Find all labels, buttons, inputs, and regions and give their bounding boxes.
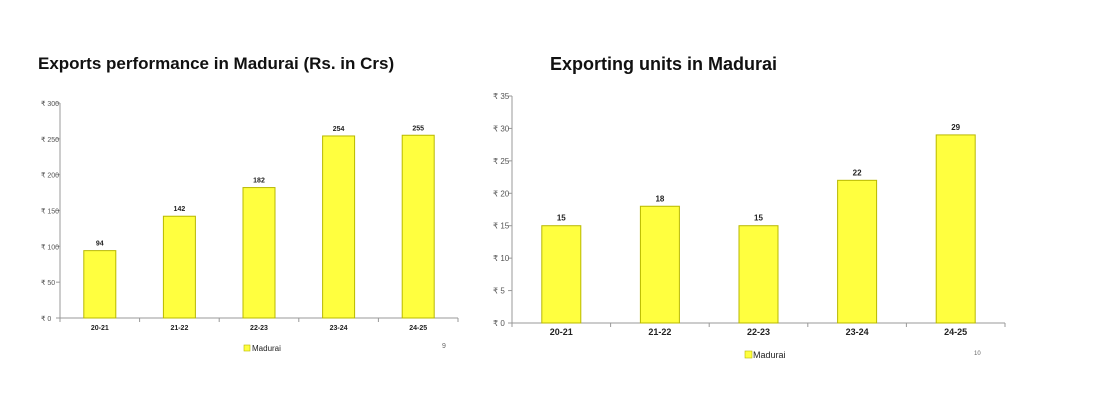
data-label-20-21: 94 (96, 241, 104, 248)
chart-title: Exporting units in Madurai (550, 54, 777, 74)
data-label-21-22: 142 (174, 206, 186, 213)
y-tick-label: ₹ 20 (493, 189, 510, 198)
y-axis-ticks: ₹ 0 ₹ 50 ₹ 100 ₹ 150 ₹ 200 ₹ 250 ₹ 300 (41, 100, 60, 323)
bar-21-22 (162, 215, 196, 319)
bar-24-25 (401, 134, 435, 319)
bar-21-22 (639, 205, 680, 324)
data-label-22-23: 15 (754, 214, 763, 223)
data-labels: 15 18 15 22 29 (557, 123, 961, 223)
bar-series-madurai (83, 134, 435, 319)
chart-title: Exports performance in Madurai (Rs. in C… (38, 54, 394, 73)
data-label-23-24: 22 (853, 168, 862, 177)
data-label-22-23: 182 (253, 178, 265, 185)
x-axis-ticks: 20-21 21-22 22-23 23-24 24-25 (511, 323, 1006, 337)
y-tick-label: ₹ 200 (41, 172, 59, 180)
chart-exporting-units: Exporting units in Madurai ₹ 0 ₹ 5 ₹ 10 ₹ 1… (493, 54, 1006, 360)
bar-20-21 (541, 225, 582, 324)
y-tick-label: ₹ 100 (41, 243, 59, 251)
bar-24-25 (935, 134, 976, 324)
y-tick-label: ₹ 50 (41, 279, 55, 287)
y-tick-label: ₹ 5 (493, 287, 505, 296)
x-tick-label-23-24: 23-24 (846, 327, 869, 337)
bar-22-23 (738, 225, 779, 324)
legend-swatch (243, 344, 251, 352)
legend-label: Madurai (753, 350, 786, 360)
y-tick-label: ₹ 35 (493, 92, 510, 101)
bar-series-madurai (541, 134, 976, 324)
data-label-24-25: 29 (951, 123, 960, 132)
page-number: 10 (974, 351, 981, 357)
x-tick-label-21-22: 21-22 (648, 327, 671, 337)
x-tick-label-21-22: 21-22 (170, 325, 188, 332)
y-tick-label: ₹ 0 (41, 315, 51, 323)
page-number: 9 (442, 343, 446, 350)
y-tick-label: ₹ 150 (41, 208, 59, 216)
legend: Madurai (243, 344, 281, 353)
x-tick-label-24-25: 24-25 (944, 327, 967, 337)
data-labels: 94 142 182 254 255 (96, 125, 424, 247)
chart-exports-performance: Exports performance in Madurai (Rs. in C… (38, 54, 459, 353)
y-tick-label: ₹ 250 (41, 136, 59, 144)
legend-label: Madurai (252, 344, 281, 353)
legend-swatch (744, 350, 753, 359)
bar-22-23 (242, 187, 276, 319)
y-tick-label: ₹ 25 (493, 157, 510, 166)
y-tick-label: ₹ 10 (493, 254, 510, 263)
legend: Madurai (744, 350, 786, 360)
bar-23-24 (322, 135, 356, 319)
data-label-20-21: 15 (557, 214, 566, 223)
x-tick-label-20-21: 20-21 (91, 325, 109, 332)
x-tick-label-24-25: 24-25 (409, 325, 427, 332)
x-tick-label-20-21: 20-21 (550, 327, 573, 337)
x-tick-label-23-24: 23-24 (330, 325, 348, 332)
x-tick-label-22-23: 22-23 (250, 325, 268, 332)
bar-20-21 (83, 250, 117, 319)
bar-23-24 (837, 179, 878, 324)
y-tick-label: ₹ 300 (41, 100, 59, 108)
data-label-24-25: 255 (412, 125, 424, 132)
data-label-21-22: 18 (655, 194, 664, 203)
y-tick-label: ₹ 15 (493, 222, 510, 231)
data-label-23-24: 254 (333, 126, 345, 133)
x-axis-ticks: 20-21 21-22 22-23 23-24 24-25 (59, 318, 459, 332)
y-tick-label: ₹ 0 (493, 319, 505, 328)
y-axis-ticks: ₹ 0 ₹ 5 ₹ 10 ₹ 15 ₹ 20 ₹ 25 ₹ 30 ₹ 35 (493, 92, 512, 328)
x-tick-label-22-23: 22-23 (747, 327, 770, 337)
y-tick-label: ₹ 30 (493, 124, 510, 133)
